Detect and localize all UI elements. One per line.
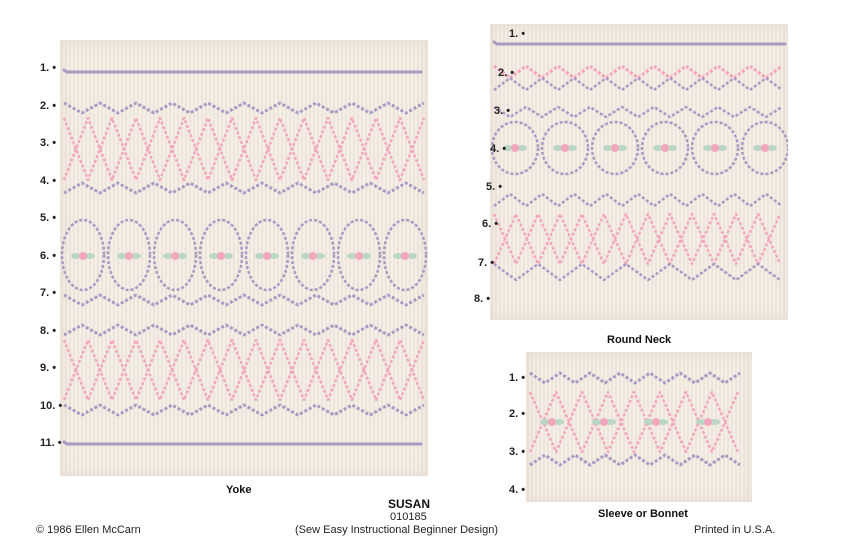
yoke-row-label-4: 4. • bbox=[40, 175, 57, 187]
yoke-row-label-11: 11. • bbox=[40, 437, 62, 449]
round-neck-row-label-6: 6. • bbox=[482, 218, 499, 230]
yoke-row-label-10: 10. • bbox=[40, 400, 63, 412]
design-subtitle: (Sew Easy Instructional Beginner Design) bbox=[295, 524, 498, 536]
round-neck-smocking-pattern bbox=[490, 24, 788, 320]
round-neck-row-label-3: 3. • bbox=[494, 105, 511, 117]
yoke-row-label-8: 8. • bbox=[40, 325, 57, 337]
yoke-smocking-image bbox=[60, 40, 428, 476]
yoke-row-label-1: 1. • bbox=[40, 62, 57, 74]
copyright-text: © 1986 Ellen McCarn bbox=[36, 524, 141, 536]
sleeve-row-label-2: 2. • bbox=[509, 408, 526, 420]
sleeve-smocking-image bbox=[526, 352, 752, 502]
sleeve-row-label-3: 3. • bbox=[509, 446, 526, 458]
round-neck-smocking-image bbox=[490, 24, 788, 320]
yoke-row-label-2: 2. • bbox=[40, 100, 57, 112]
round-neck-row-label-4: 4. • bbox=[490, 143, 507, 155]
yoke-row-label-5: 5. • bbox=[40, 212, 57, 224]
round-neck-row-label-8: 8. • bbox=[474, 293, 491, 305]
printed-in-text: Printed in U.S.A. bbox=[694, 524, 776, 536]
sleeve-caption: Sleeve or Bonnet bbox=[598, 508, 688, 520]
round-neck-row-label-2: 2. • bbox=[498, 67, 515, 79]
round-neck-caption: Round Neck bbox=[607, 334, 672, 346]
yoke-smocking-pattern bbox=[60, 40, 428, 476]
round-neck-row-label-1: 1. • bbox=[509, 28, 526, 40]
sleeve-row-label-1: 1. • bbox=[509, 372, 526, 384]
sleeve-smocking-pattern bbox=[527, 352, 749, 502]
yoke-row-label-6: 6. • bbox=[40, 250, 57, 262]
yoke-row-label-9: 9. • bbox=[40, 362, 57, 374]
sleeve-row-label-4: 4. • bbox=[509, 484, 526, 496]
design-code: 010185 bbox=[390, 511, 427, 523]
yoke-row-label-7: 7. • bbox=[40, 287, 57, 299]
yoke-row-label-3: 3. • bbox=[40, 137, 57, 149]
round-neck-row-label-5: 5. • bbox=[486, 181, 503, 193]
yoke-caption: Yoke bbox=[226, 484, 252, 496]
design-title: SUSAN bbox=[388, 497, 431, 511]
round-neck-row-label-7: 7. • bbox=[478, 257, 495, 269]
